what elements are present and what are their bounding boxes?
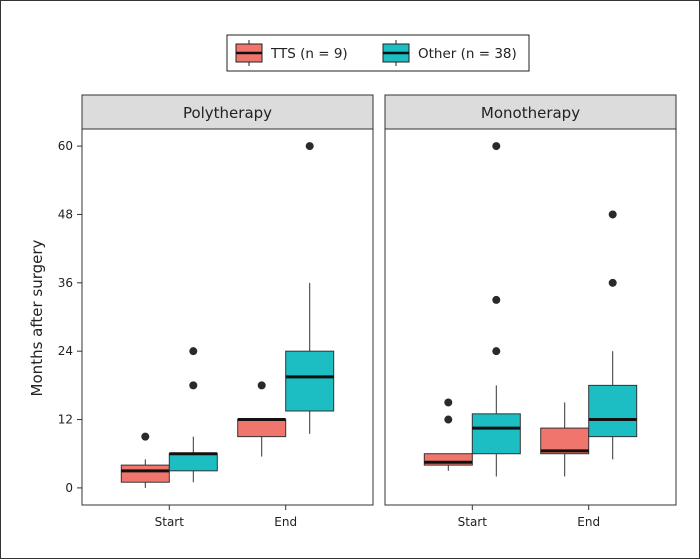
legend: TTS (n = 9) Other (n = 38) bbox=[226, 34, 530, 72]
outlier-point bbox=[492, 142, 501, 151]
box-body bbox=[237, 419, 287, 438]
box-monotherapy-start-other-n-38 bbox=[471, 142, 521, 477]
x-axis: Start End Start End bbox=[155, 505, 600, 529]
box-body bbox=[588, 384, 638, 438]
box-monotherapy-start-tts-n-9 bbox=[423, 398, 473, 471]
box-body bbox=[423, 453, 473, 466]
outlier-point bbox=[189, 347, 198, 356]
y-tick-label: 60 bbox=[58, 139, 73, 153]
y-axis: 0 12 24 36 48 60 bbox=[58, 139, 82, 495]
box-marks bbox=[120, 142, 638, 488]
panel-monotherapy: Monotherapy bbox=[384, 94, 677, 506]
y-tick-label: 12 bbox=[58, 413, 73, 427]
outlier-point bbox=[444, 415, 453, 424]
legend-box bbox=[226, 34, 530, 72]
x-tick-label: End bbox=[577, 515, 600, 529]
box-monotherapy-end-other-n-38 bbox=[588, 210, 638, 460]
y-tick-label: 0 bbox=[65, 481, 73, 495]
legend-key-other bbox=[382, 40, 410, 66]
x-tick-label: Start bbox=[155, 515, 185, 529]
outlier-point bbox=[608, 210, 617, 219]
outlier-point bbox=[492, 347, 501, 356]
y-tick-label: 24 bbox=[58, 344, 73, 358]
outlier-point bbox=[492, 295, 501, 304]
box-body bbox=[168, 453, 218, 472]
box-polytherapy-start-tts-n-9 bbox=[120, 432, 170, 488]
box-body bbox=[285, 350, 335, 412]
strip-polytherapy bbox=[81, 94, 374, 130]
panel-title-monotherapy: Monotherapy bbox=[481, 104, 580, 122]
x-tick-label: End bbox=[274, 515, 297, 529]
outlier-point bbox=[141, 432, 150, 441]
box-polytherapy-end-tts-n-9 bbox=[237, 381, 287, 457]
outlier-point bbox=[189, 381, 198, 390]
box-monotherapy-end-tts-n-9 bbox=[540, 402, 590, 477]
plot-area-polytherapy bbox=[81, 128, 374, 506]
legend-key-tts bbox=[235, 40, 263, 66]
y-axis-label: Months after surgery bbox=[28, 239, 46, 396]
box-polytherapy-start-other-n-38 bbox=[168, 347, 218, 483]
panel-polytherapy: Polytherapy bbox=[81, 94, 374, 506]
legend-label-tts: TTS (n = 9) bbox=[270, 46, 348, 62]
panel-title-polytherapy: Polytherapy bbox=[183, 104, 272, 122]
outlier-point bbox=[608, 278, 617, 287]
box-polytherapy-end-other-n-38 bbox=[285, 142, 335, 434]
legend-label-other: Other (n = 38) bbox=[418, 46, 517, 62]
x-tick-label: Start bbox=[458, 515, 488, 529]
plot-area-monotherapy bbox=[384, 128, 677, 506]
y-tick-label: 48 bbox=[58, 207, 73, 221]
y-tick-label: 36 bbox=[58, 276, 73, 290]
outlier-point bbox=[444, 398, 453, 407]
outlier-point bbox=[305, 142, 314, 151]
outlier-point bbox=[257, 381, 266, 390]
box-body bbox=[471, 413, 521, 455]
box-body bbox=[120, 464, 170, 483]
